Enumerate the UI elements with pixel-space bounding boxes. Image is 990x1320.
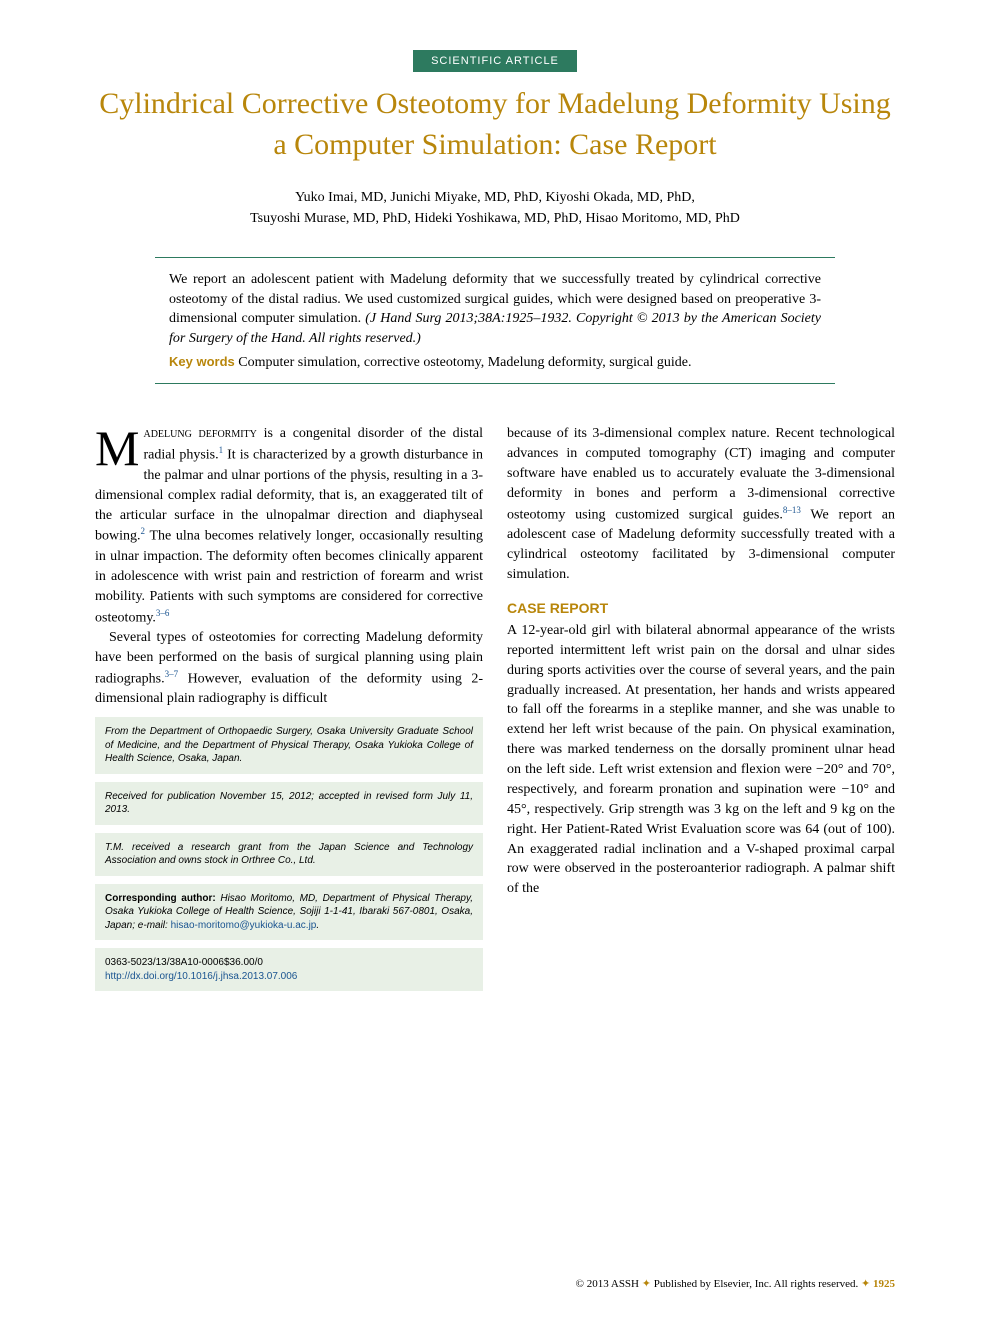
- authors-block: Yuko Imai, MD, Junichi Miyake, MD, PhD, …: [95, 187, 895, 229]
- corr-period: .: [316, 920, 319, 931]
- keywords-text: Computer simulation, corrective osteotom…: [235, 355, 692, 370]
- issn-line: 0363-5023/13/38A10-0006$36.00/0: [105, 956, 473, 970]
- footer-publisher: Published by Elsevier, Inc. All rights r…: [651, 1278, 861, 1290]
- article-type-badge: SCIENTIFIC ARTICLE: [413, 50, 577, 72]
- corr-label: Corresponding author:: [105, 893, 220, 904]
- right-column: because of its 3-dimensional complex nat…: [507, 424, 895, 991]
- dropcap: M: [95, 424, 143, 469]
- case-report-heading: CASE REPORT: [507, 599, 895, 619]
- corresponding-author-box: Corresponding author: Hisao Moritomo, MD…: [95, 884, 483, 941]
- left-column: Madelung deformity is a congenital disor…: [95, 424, 483, 991]
- article-title: Cylindrical Corrective Osteotomy for Mad…: [95, 84, 895, 165]
- page-footer: © 2013 ASSH ✦ Published by Elsevier, Inc…: [576, 1277, 895, 1290]
- intro-smallcaps: adelung deformity: [143, 426, 256, 441]
- affiliation-box: From the Department of Orthopaedic Surge…: [95, 717, 483, 774]
- authors-line-1: Yuko Imai, MD, Junichi Miyake, MD, PhD, …: [95, 187, 895, 208]
- case-report-text: A 12-year-old girl with bilateral abnorm…: [507, 621, 895, 899]
- col2-paragraph-1: because of its 3-dimensional complex nat…: [507, 424, 895, 585]
- abstract-box: We report an adolescent patient with Mad…: [155, 257, 835, 384]
- keywords-line: Key words Computer simulation, correctiv…: [169, 354, 821, 371]
- intro-paragraph-2: Several types of osteotomies for correct…: [95, 628, 483, 709]
- abstract-text: We report an adolescent patient with Mad…: [169, 270, 821, 348]
- authors-line-2: Tsuyoshi Murase, MD, PhD, Hideki Yoshika…: [95, 208, 895, 229]
- footer-copyright: © 2013 ASSH: [576, 1278, 642, 1290]
- ref-3-7[interactable]: 3–7: [165, 669, 179, 679]
- ref-8-13[interactable]: 8–13: [783, 505, 801, 515]
- page-number: 1925: [873, 1278, 895, 1290]
- diamond-icon: ✦: [642, 1278, 651, 1290]
- corr-email-link[interactable]: hisao-moritomo@yukioka-u.ac.jp: [171, 920, 317, 931]
- disclosure-box: T.M. received a research grant from the …: [95, 833, 483, 876]
- p1c: The ulna becomes relatively longer, occa…: [95, 529, 483, 625]
- doi-box: 0363-5023/13/38A10-0006$36.00/0 http://d…: [95, 948, 483, 991]
- doi-link[interactable]: http://dx.doi.org/10.1016/j.jhsa.2013.07…: [105, 970, 473, 984]
- diamond-icon-2: ✦: [861, 1278, 870, 1290]
- ref-3-6[interactable]: 3–6: [156, 608, 170, 618]
- received-box: Received for publication November 15, 20…: [95, 782, 483, 825]
- keywords-label: Key words: [169, 354, 235, 369]
- body-columns: Madelung deformity is a congenital disor…: [95, 424, 895, 991]
- intro-paragraph-1: Madelung deformity is a congenital disor…: [95, 424, 483, 628]
